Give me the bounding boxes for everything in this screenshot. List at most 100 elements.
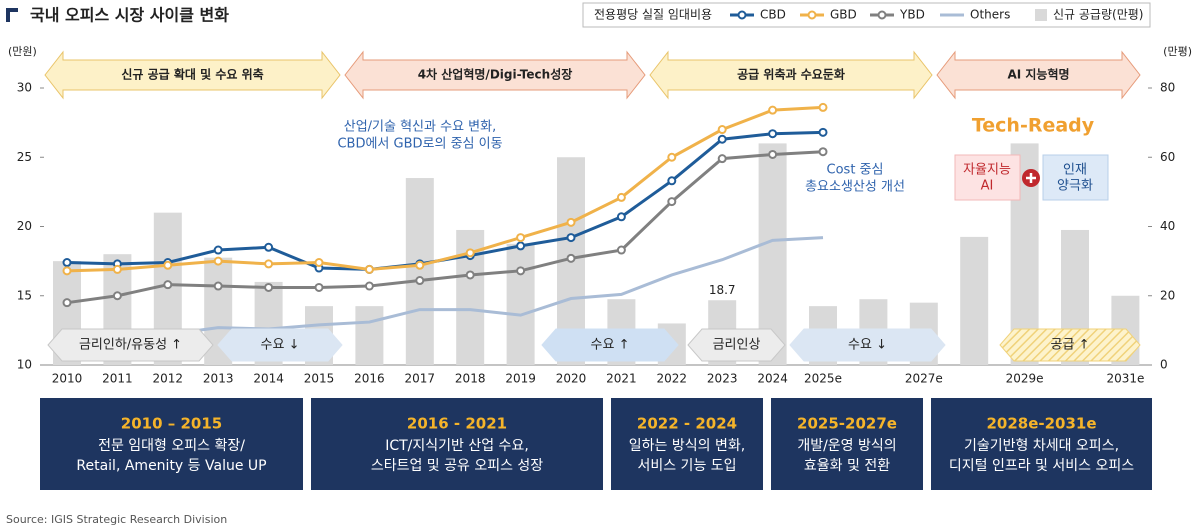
legend-swatch — [1035, 9, 1047, 21]
y-tick-label: 15 — [17, 288, 32, 302]
x-tick-label: 2010 — [52, 372, 83, 386]
legend-marker — [807, 10, 817, 20]
chart-title: 국내 오피스 시장 사이클 변화 — [30, 6, 229, 25]
x-tick-label: 2015 — [304, 372, 335, 386]
marker — [213, 281, 223, 291]
callout: 총요소생산성 개선 — [805, 180, 905, 195]
tech-title: Tech-Ready — [972, 115, 1095, 137]
y2-tick-label: 80 — [1160, 81, 1175, 95]
marker — [717, 154, 727, 164]
period-text: 기술기반형 차세대 오피스, — [964, 438, 1119, 454]
marker — [768, 105, 778, 115]
era-label: AI 지능혁명 — [1007, 67, 1069, 82]
marker — [213, 256, 223, 266]
period-box — [311, 398, 603, 490]
period-text: 스타트업 및 공유 오피스 성장 — [371, 458, 543, 474]
bar — [506, 243, 535, 365]
x-tick-label: 2027e — [905, 372, 943, 386]
legend-title: 전용평당 실질 임대비용 — [594, 8, 712, 22]
plus-icon — [1026, 173, 1036, 183]
marker — [314, 282, 324, 292]
marker — [818, 147, 828, 157]
marker — [264, 282, 274, 292]
line — [167, 236, 824, 337]
era-arrow — [936, 50, 1141, 100]
era-label: 신규 공급 확대 및 수요 위축 — [121, 67, 263, 82]
marker — [163, 260, 173, 270]
period-text: 효율화 및 전환 — [804, 458, 890, 474]
marker — [616, 192, 626, 202]
line — [66, 105, 824, 273]
era-label: 4차 산업혁명/Digi-Tech성장 — [418, 67, 573, 82]
marker — [818, 127, 828, 137]
legend-marker — [737, 10, 747, 20]
tech-box — [1042, 154, 1109, 201]
marker — [62, 266, 72, 276]
x-tick-label: 2018 — [455, 372, 486, 386]
legend-marker — [877, 10, 887, 20]
x-tick-label: 2011 — [102, 372, 133, 386]
bar — [355, 306, 384, 365]
marker — [616, 212, 626, 222]
period-text: 개발/운영 방식의 — [797, 438, 896, 454]
period-years: 2028e-2031e — [986, 415, 1096, 433]
y2-tick-label: 60 — [1160, 150, 1175, 164]
marker — [566, 217, 576, 227]
legend-label: Others — [970, 8, 1010, 22]
trend-label: 수요 ↑ — [591, 338, 630, 353]
period-text: 서비스 기능 도입 — [637, 458, 736, 474]
y2-axis-label: (만평) — [1163, 45, 1192, 58]
marker — [768, 149, 778, 159]
x-tick-label: 2020 — [556, 372, 587, 386]
era-label: 공급 위축과 수요둔화 — [737, 67, 845, 82]
marker — [62, 298, 72, 308]
period-years: 2010 – 2015 — [121, 415, 222, 433]
tech-left: 자율지능 — [963, 163, 1011, 178]
trend-arrow — [687, 328, 786, 362]
period-text: 일하는 방식의 변화, — [629, 438, 745, 454]
y2-tick-label: 40 — [1160, 219, 1175, 233]
trend-arrow — [999, 328, 1141, 362]
y-tick-label: 25 — [17, 150, 32, 164]
marker — [566, 253, 576, 263]
legend-label: 신규 공급량(만평) — [1053, 8, 1143, 22]
x-tick-label: 2014 — [253, 372, 284, 386]
x-tick-label: 2016 — [354, 372, 385, 386]
period-box — [611, 398, 763, 490]
x-tick-label: 2024 — [757, 372, 788, 386]
period-years: 2022 - 2024 — [637, 415, 737, 433]
marker — [314, 258, 324, 268]
line — [66, 150, 824, 305]
tech-right: 인재 — [1063, 163, 1087, 178]
trend-label: 금리인상 — [713, 338, 761, 353]
marker — [112, 291, 122, 301]
x-tick-label: 2029e — [1006, 372, 1044, 386]
tech-left: AI — [981, 179, 994, 194]
marker — [516, 233, 526, 243]
marker — [516, 266, 526, 276]
value-label: 18.7 — [709, 283, 736, 297]
marker — [465, 270, 475, 280]
y2-tick-label: 20 — [1160, 288, 1175, 302]
y-tick-label: 30 — [17, 81, 32, 95]
marker — [717, 125, 727, 135]
marker — [264, 242, 274, 252]
legend-label: CBD — [760, 8, 786, 22]
era-arrow — [44, 50, 341, 100]
period-box — [40, 398, 303, 490]
marker — [667, 152, 677, 162]
period-box — [771, 398, 923, 490]
period-text: ICT/지식기반 산업 수요, — [385, 438, 529, 454]
marker — [415, 276, 425, 286]
marker — [566, 233, 576, 243]
marker — [415, 260, 425, 270]
marker — [818, 102, 828, 112]
era-arrow — [344, 50, 646, 100]
x-tick-label: 2025e — [804, 372, 842, 386]
trend-arrow — [217, 328, 343, 362]
callout: 산업/기술 혁신과 수요 변화, — [344, 120, 496, 135]
period-text: 디지털 인프라 및 서비스 오피스 — [949, 458, 1134, 474]
trend-label: 수요 ↓ — [848, 338, 887, 353]
marker — [616, 245, 626, 255]
